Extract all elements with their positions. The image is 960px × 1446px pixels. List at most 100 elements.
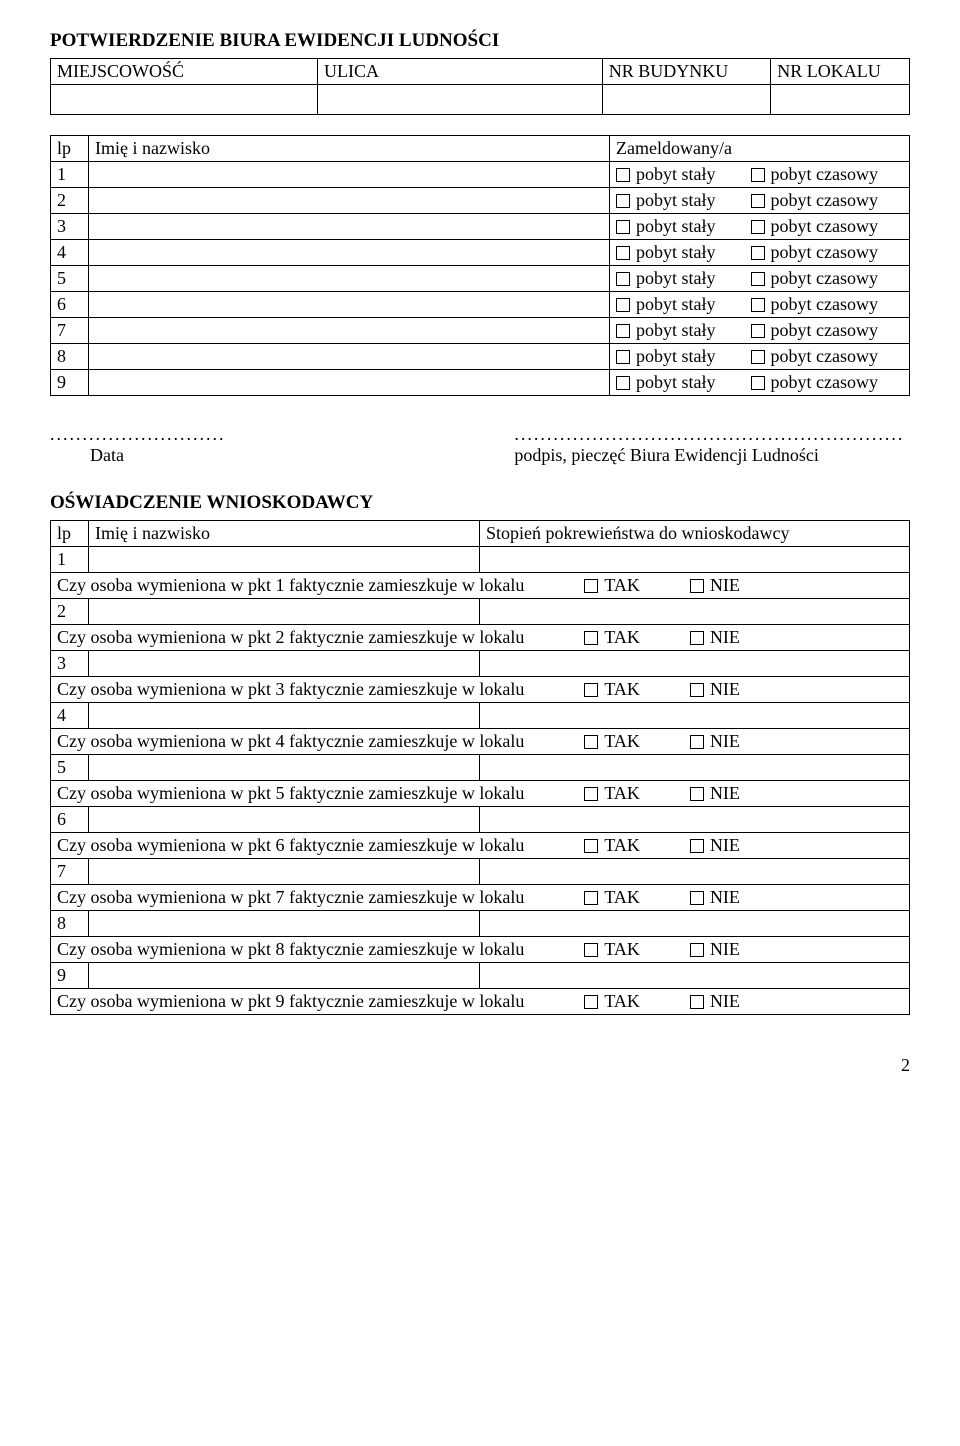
signature-row: ........................... Data .......…	[50, 424, 910, 466]
resident-row-zam: pobyt stały pobyt czasowy	[610, 266, 910, 292]
resident-row-name[interactable]	[89, 240, 610, 266]
checkbox-czasowy[interactable]	[751, 298, 765, 312]
checkbox-staly[interactable]	[616, 350, 630, 364]
decl-row-stop[interactable]	[480, 911, 910, 937]
checkbox-czasowy[interactable]	[751, 324, 765, 338]
checkbox-czasowy[interactable]	[751, 194, 765, 208]
checkbox-staly[interactable]	[616, 376, 630, 390]
sign-dots: ........................................…	[514, 424, 910, 445]
checkbox-tak[interactable]	[584, 683, 598, 697]
date-dots: ...........................	[50, 424, 446, 445]
checkbox-staly[interactable]	[616, 298, 630, 312]
checkbox-czasowy[interactable]	[751, 350, 765, 364]
checkbox-nie[interactable]	[690, 839, 704, 853]
resident-row-name[interactable]	[89, 188, 610, 214]
resident-row-name[interactable]	[89, 214, 610, 240]
decl-row-stop[interactable]	[480, 703, 910, 729]
checkbox-staly[interactable]	[616, 168, 630, 182]
checkbox-nie[interactable]	[690, 683, 704, 697]
checkbox-czasowy[interactable]	[751, 220, 765, 234]
resident-row-name[interactable]	[89, 370, 610, 396]
decl-question: Czy osoba wymieniona w pkt 7 faktycznie …	[51, 885, 910, 911]
checkbox-tak[interactable]	[584, 995, 598, 1009]
resident-row-name[interactable]	[89, 344, 610, 370]
decl-nie-label: NIE	[710, 939, 740, 959]
checkbox-tak[interactable]	[584, 943, 598, 957]
decl-question-text: Czy osoba wymieniona w pkt 2 faktycznie …	[57, 627, 524, 647]
resident-row-name[interactable]	[89, 162, 610, 188]
decl-row-lp: 1	[51, 547, 89, 573]
sign-label: podpis, pieczęć Biura Ewidencji Ludności	[514, 445, 910, 466]
checkbox-czasowy[interactable]	[751, 246, 765, 260]
addr-nrbudynku-input[interactable]	[602, 85, 770, 115]
decl-row-stop[interactable]	[480, 807, 910, 833]
decl-nie-label: NIE	[710, 627, 740, 647]
resident-row-name[interactable]	[89, 266, 610, 292]
decl-row-lp: 6	[51, 807, 89, 833]
addr-miejscowosc-input[interactable]	[51, 85, 318, 115]
section2-title: OŚWIADCZENIE WNIOSKODAWCY	[50, 492, 910, 514]
checkbox-czasowy[interactable]	[751, 272, 765, 286]
resident-row-name[interactable]	[89, 318, 610, 344]
checkbox-czasowy[interactable]	[751, 376, 765, 390]
decl-row-name[interactable]	[89, 547, 480, 573]
resident-row-zam: pobyt stały pobyt czasowy	[610, 240, 910, 266]
residents-header-name: Imię i nazwisko	[89, 136, 610, 162]
decl-row-name[interactable]	[89, 963, 480, 989]
checkbox-tak[interactable]	[584, 735, 598, 749]
checkbox-nie[interactable]	[690, 787, 704, 801]
checkbox-staly[interactable]	[616, 272, 630, 286]
decl-row-stop[interactable]	[480, 599, 910, 625]
residents-table: lp Imię i nazwisko Zameldowany/a 1pobyt …	[50, 135, 910, 396]
checkbox-tak[interactable]	[584, 787, 598, 801]
addr-nrbudynku-label: NR BUDYNKU	[602, 59, 770, 85]
addr-nrlokalu-input[interactable]	[771, 85, 910, 115]
address-table: MIEJSCOWOŚĆ ULICA NR BUDYNKU NR LOKALU	[50, 58, 910, 115]
addr-ulica-input[interactable]	[317, 85, 602, 115]
decl-question: Czy osoba wymieniona w pkt 8 faktycznie …	[51, 937, 910, 963]
resident-row-name[interactable]	[89, 292, 610, 318]
checkbox-staly[interactable]	[616, 246, 630, 260]
decl-question-text: Czy osoba wymieniona w pkt 6 faktycznie …	[57, 835, 524, 855]
resident-row-zam: pobyt stały pobyt czasowy	[610, 162, 910, 188]
decl-row-name[interactable]	[89, 651, 480, 677]
residents-header-lp: lp	[51, 136, 89, 162]
checkbox-tak[interactable]	[584, 579, 598, 593]
decl-row-name[interactable]	[89, 755, 480, 781]
decl-row-stop[interactable]	[480, 547, 910, 573]
checkbox-tak[interactable]	[584, 631, 598, 645]
checkbox-nie[interactable]	[690, 943, 704, 957]
checkbox-tak[interactable]	[584, 891, 598, 905]
checkbox-nie[interactable]	[690, 995, 704, 1009]
checkbox-tak[interactable]	[584, 839, 598, 853]
resident-row-lp: 8	[51, 344, 89, 370]
decl-tak-label: TAK	[604, 887, 640, 907]
decl-row-lp: 8	[51, 911, 89, 937]
decl-nie-label: NIE	[710, 887, 740, 907]
checkbox-nie[interactable]	[690, 579, 704, 593]
decl-row-name[interactable]	[89, 807, 480, 833]
decl-row-name[interactable]	[89, 703, 480, 729]
checkbox-nie[interactable]	[690, 735, 704, 749]
decl-row-stop[interactable]	[480, 963, 910, 989]
checkbox-staly[interactable]	[616, 194, 630, 208]
decl-row-name[interactable]	[89, 911, 480, 937]
decl-question: Czy osoba wymieniona w pkt 1 faktycznie …	[51, 573, 910, 599]
checkbox-nie[interactable]	[690, 631, 704, 645]
resident-row-lp: 7	[51, 318, 89, 344]
decl-row-stop[interactable]	[480, 651, 910, 677]
checkbox-staly[interactable]	[616, 324, 630, 338]
checkbox-czasowy[interactable]	[751, 168, 765, 182]
decl-row-stop[interactable]	[480, 755, 910, 781]
decl-row-lp: 2	[51, 599, 89, 625]
checkbox-nie[interactable]	[690, 891, 704, 905]
decl-question-text: Czy osoba wymieniona w pkt 9 faktycznie …	[57, 991, 524, 1011]
decl-question-text: Czy osoba wymieniona w pkt 5 faktycznie …	[57, 783, 524, 803]
decl-row-stop[interactable]	[480, 859, 910, 885]
decl-nie-label: NIE	[710, 679, 740, 699]
checkbox-staly[interactable]	[616, 220, 630, 234]
decl-row-name[interactable]	[89, 599, 480, 625]
decl-row-name[interactable]	[89, 859, 480, 885]
resident-row-lp: 3	[51, 214, 89, 240]
decl-question: Czy osoba wymieniona w pkt 5 faktycznie …	[51, 781, 910, 807]
